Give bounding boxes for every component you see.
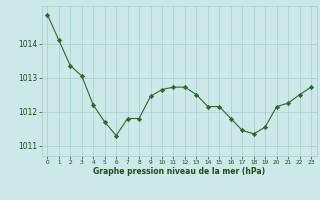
- X-axis label: Graphe pression niveau de la mer (hPa): Graphe pression niveau de la mer (hPa): [93, 167, 265, 176]
